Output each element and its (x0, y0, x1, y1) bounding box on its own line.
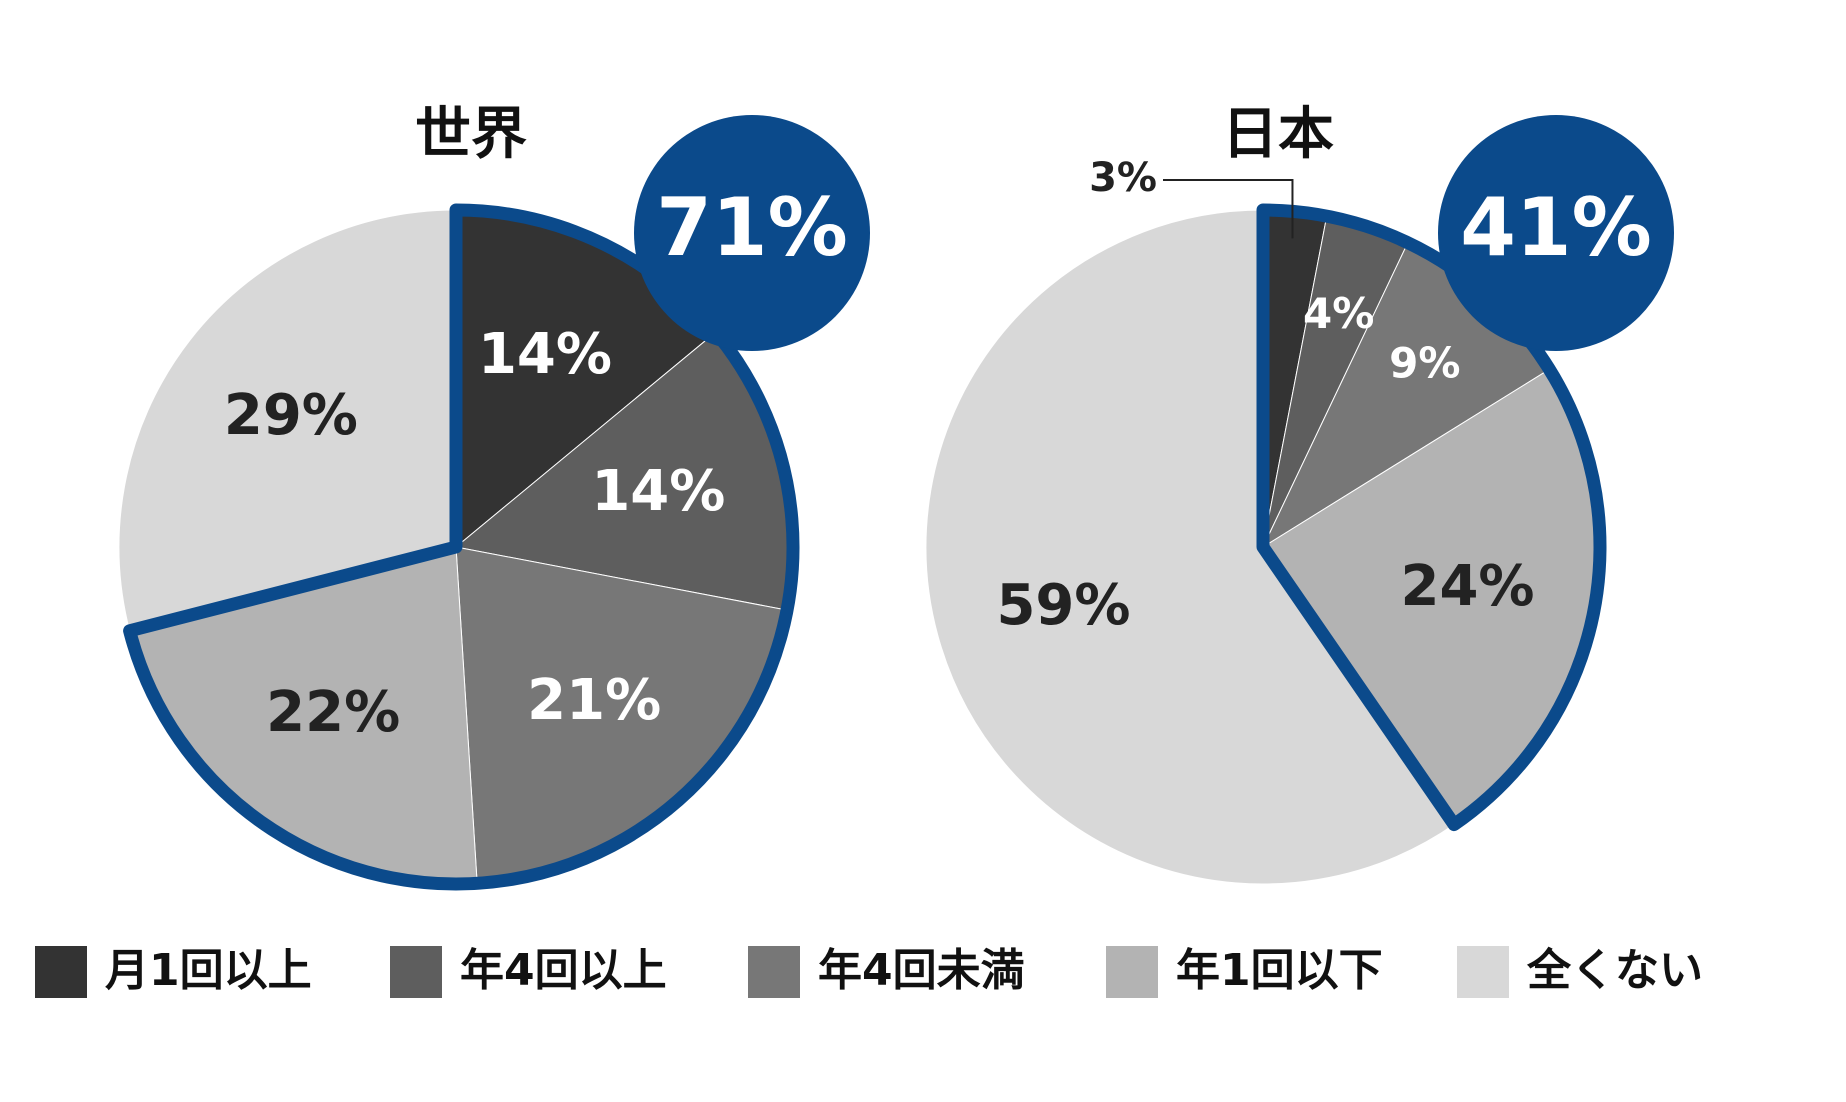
pie-slice (925, 209, 1455, 885)
legend-label: 年4回以上 (460, 945, 667, 996)
data-label: 3% (1089, 155, 1157, 201)
legend-swatch (390, 946, 442, 998)
leader-line (1163, 179, 1294, 239)
data-label: 22% (266, 680, 400, 745)
chart-title: 日本 (1222, 102, 1334, 167)
data-label: 4% (1303, 289, 1374, 338)
legend-swatch (748, 946, 800, 998)
chart-title: 世界 (415, 102, 527, 167)
highlight-total: 71% (656, 181, 847, 274)
data-label: 21% (527, 668, 661, 733)
legend-label: 月1回以上 (105, 945, 312, 996)
legend-label: 全くない (1526, 945, 1703, 996)
data-label: 29% (224, 383, 358, 448)
highlight-bubble (1438, 115, 1674, 351)
data-label: 14% (591, 459, 725, 524)
data-label: 14% (478, 322, 612, 387)
highlight-outline (1256, 203, 1607, 832)
data-label: 59% (996, 573, 1130, 638)
highlight-bubble (634, 115, 870, 351)
legend-swatch (35, 946, 87, 998)
pie-slice (118, 209, 457, 632)
legend-label: 年4回未満 (818, 945, 1025, 996)
data-label: 24% (1400, 554, 1534, 619)
legend-swatch (1457, 946, 1509, 998)
highlight-total: 41% (1460, 181, 1651, 274)
legend-swatch (1106, 946, 1158, 998)
legend-label: 年1回以下 (1176, 945, 1383, 996)
data-label: 9% (1389, 339, 1460, 388)
